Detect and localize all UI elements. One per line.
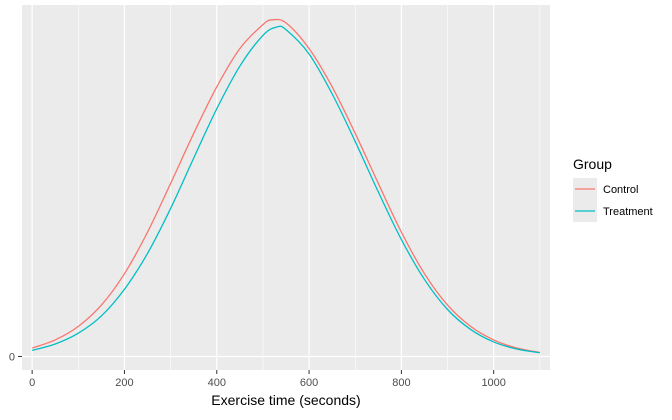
x-tick-label: 1000 — [481, 377, 505, 389]
legend-title: Group — [573, 156, 612, 172]
panel-background — [22, 5, 550, 370]
x-tick-label: 200 — [115, 377, 133, 389]
legend: Group Control Treatment — [573, 156, 653, 222]
x-tick-label: 600 — [300, 377, 318, 389]
legend-label-control: Control — [603, 184, 638, 196]
legend-label-treatment: Treatment — [603, 206, 653, 218]
x-tick-label: 800 — [392, 377, 410, 389]
x-tick-label: 0 — [29, 377, 35, 389]
x-axis-title: Exercise time (seconds) — [211, 392, 360, 408]
grid-lines — [22, 5, 550, 370]
series-lines — [31, 18, 540, 354]
series-line-treatment — [31, 25, 540, 354]
axes: 0 200 400 600 800 1000 0 — [9, 351, 506, 389]
x-tick-label: 400 — [208, 377, 226, 389]
series-line-control — [31, 18, 540, 354]
plot-panel — [22, 5, 550, 370]
y-tick-label: 0 — [9, 351, 15, 363]
